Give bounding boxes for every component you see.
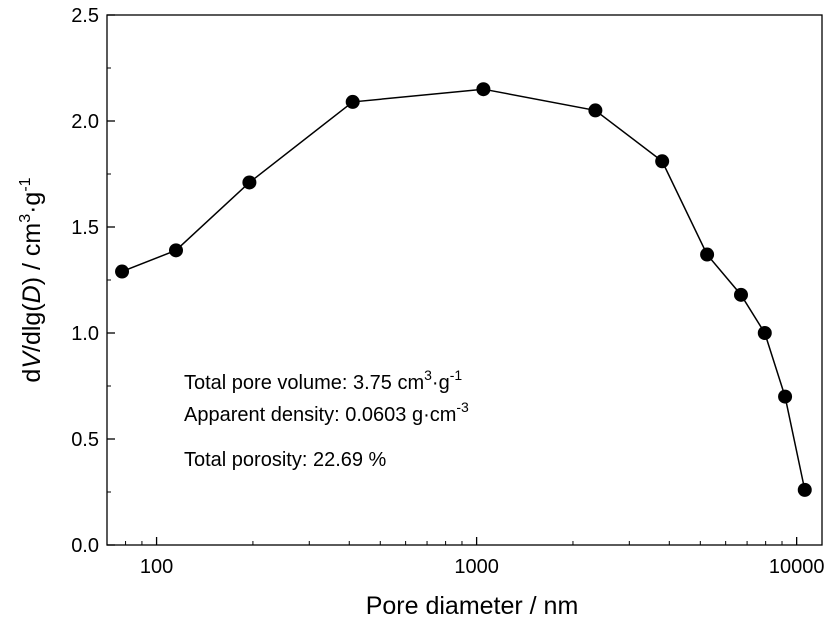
x-axis-label: Pore diameter / nm bbox=[366, 592, 579, 620]
y-label-D: D bbox=[18, 285, 46, 303]
y-tick-label: 1.5 bbox=[71, 217, 99, 239]
data-point bbox=[115, 264, 130, 279]
data-point bbox=[588, 103, 603, 118]
data-point bbox=[655, 154, 670, 169]
data-point bbox=[797, 482, 812, 497]
data-point bbox=[242, 175, 257, 190]
y-label-v: V bbox=[18, 350, 46, 369]
data-point bbox=[757, 326, 772, 340]
y-label-d: d bbox=[18, 369, 46, 383]
annotation-group: Total pore volume: 3.75 cm3·g-1 Apparent … bbox=[184, 367, 469, 471]
data-point bbox=[778, 389, 793, 404]
series-line bbox=[121, 88, 806, 491]
x-tick-label: 100 bbox=[140, 556, 173, 578]
y-tick-label: 1.0 bbox=[71, 323, 99, 345]
y-tick-label: 0.5 bbox=[71, 429, 99, 451]
y-tick-label: 0.0 bbox=[71, 535, 99, 557]
y-label-g: ·g bbox=[18, 192, 46, 214]
y-label-unit: ) / cm bbox=[18, 223, 46, 286]
x-tick-label: 10000 bbox=[769, 556, 825, 578]
series-group bbox=[115, 82, 812, 497]
data-point bbox=[733, 287, 748, 302]
y-label-sup-neg1: -1 bbox=[17, 177, 34, 191]
x-tick-label: 1000 bbox=[454, 556, 499, 578]
x-axis: 100 1000 10000 bbox=[125, 537, 825, 578]
data-point bbox=[345, 94, 360, 109]
y-tick-label: 2.5 bbox=[71, 5, 99, 27]
y-tick-label: 2.0 bbox=[71, 111, 99, 133]
data-point bbox=[476, 82, 491, 97]
y-label-dlg: /dlg( bbox=[18, 303, 46, 352]
y-axis: 0.0 0.5 1.0 1.5 2.0 2.5 bbox=[71, 5, 115, 557]
annotation-line: Total porosity: 22.69 % bbox=[184, 449, 387, 471]
data-point bbox=[700, 247, 715, 262]
annotation-line: Total pore volume: 3.75 cm3·g-1 bbox=[184, 367, 462, 394]
annotation-line: Apparent density: 0.0603 g·cm-3 bbox=[184, 399, 469, 426]
data-point bbox=[169, 243, 184, 258]
y-axis-label: dV/dlg(D) / cm3·g-1 bbox=[17, 177, 46, 382]
y-label-sup-3: 3 bbox=[17, 214, 34, 223]
